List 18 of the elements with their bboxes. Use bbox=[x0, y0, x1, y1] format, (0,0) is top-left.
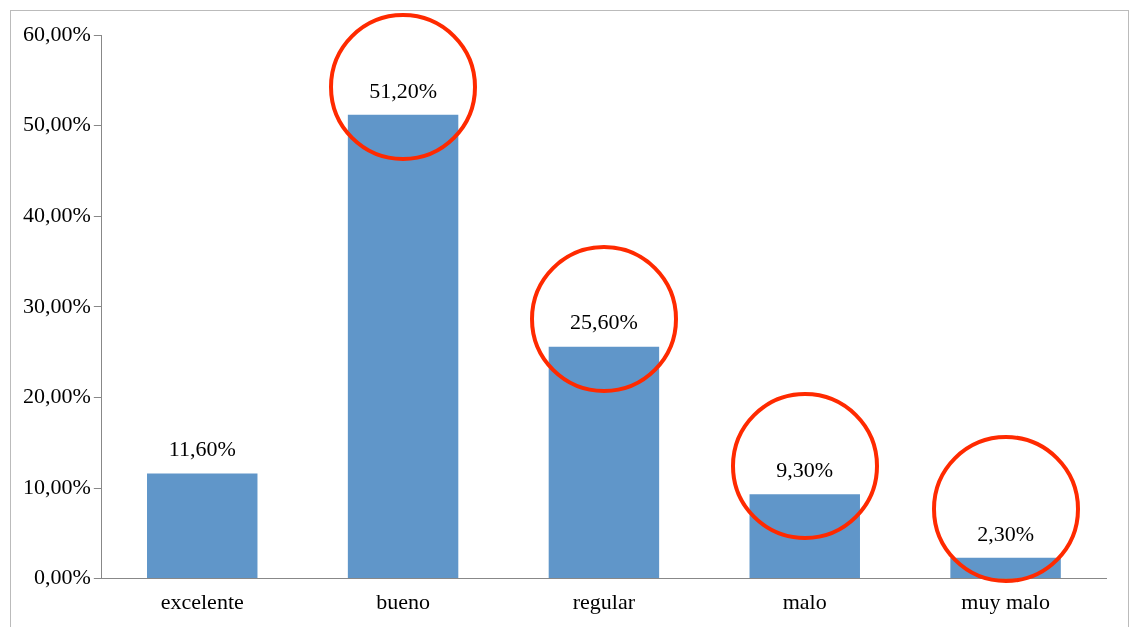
y-tick-label: 60,00% bbox=[23, 20, 91, 46]
y-tick-label: 40,00% bbox=[23, 201, 91, 227]
data-label: 25,60% bbox=[570, 309, 638, 335]
data-label: 2,30% bbox=[977, 520, 1034, 546]
x-tick-label: bueno bbox=[376, 588, 430, 614]
y-tick-label: 50,00% bbox=[23, 111, 91, 137]
x-tick-label: regular bbox=[572, 588, 636, 614]
y-tick-label: 30,00% bbox=[23, 292, 91, 318]
data-label: 11,60% bbox=[168, 436, 236, 462]
data-label: 9,30% bbox=[776, 457, 834, 483]
x-tick-label: malo bbox=[782, 588, 827, 614]
x-tick-label: excelente bbox=[160, 588, 244, 614]
bar bbox=[147, 473, 258, 579]
y-tick-label: 20,00% bbox=[23, 383, 91, 409]
y-tick-label: 10,00% bbox=[23, 473, 91, 499]
y-tick-label: 0,00% bbox=[34, 564, 91, 590]
data-label: 51,20% bbox=[369, 77, 437, 103]
x-tick-label: muy malo bbox=[961, 588, 1050, 614]
